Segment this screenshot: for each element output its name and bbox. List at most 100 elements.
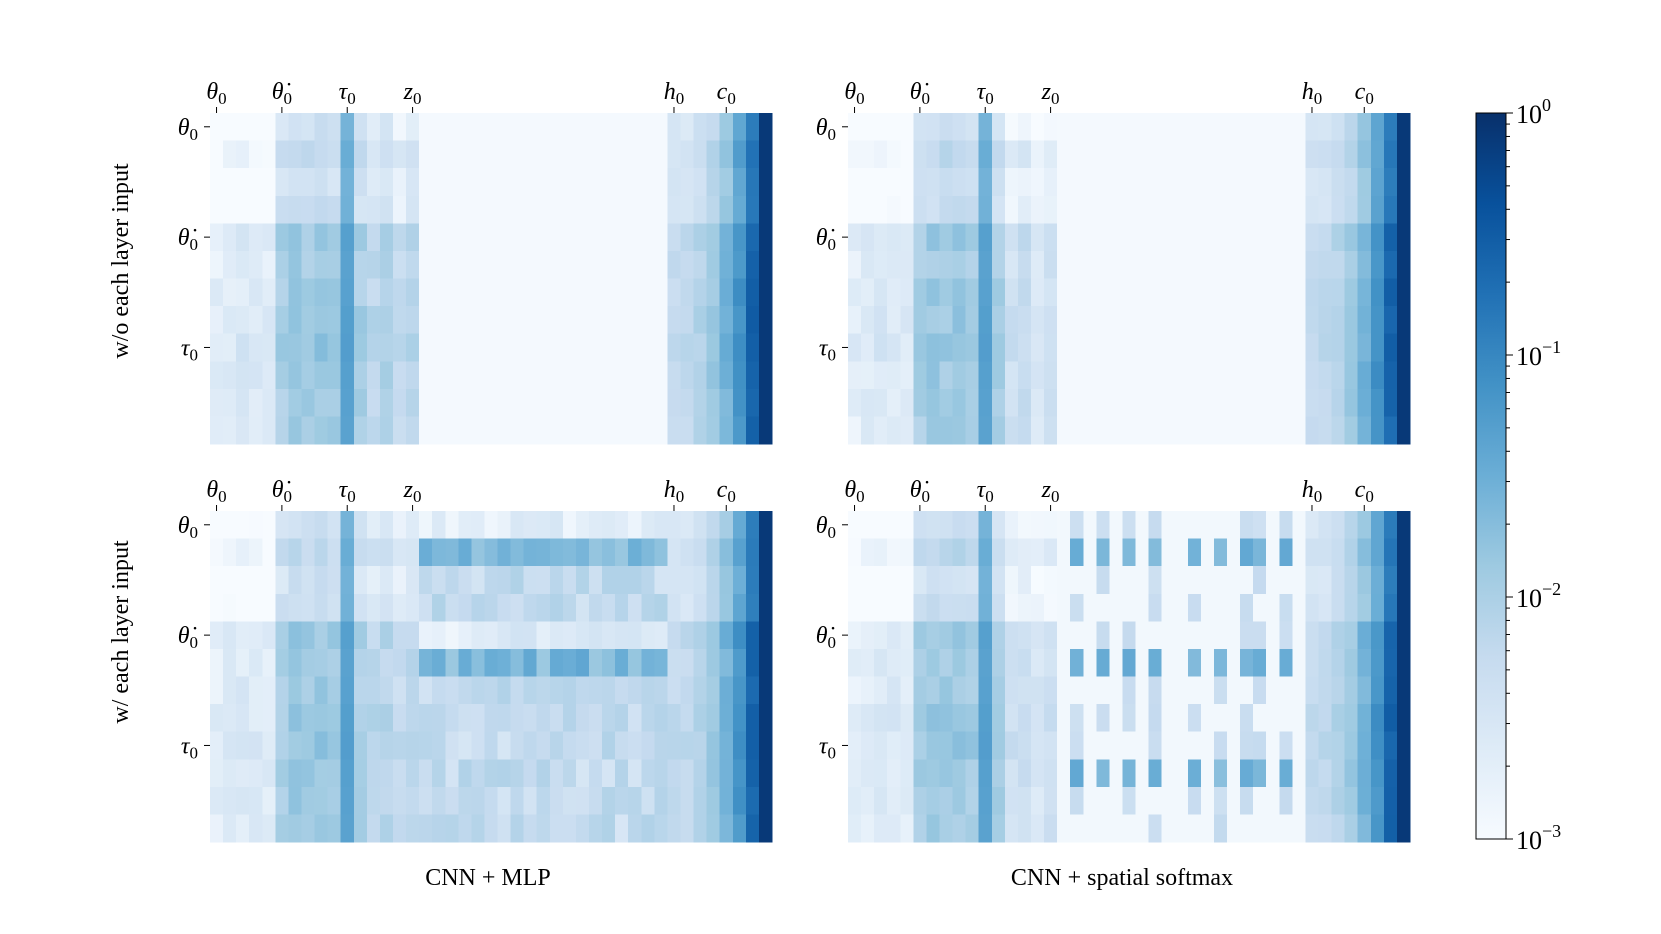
heatmap-cell xyxy=(510,593,525,622)
heatmap-cell xyxy=(1357,676,1372,705)
heatmap-cell xyxy=(262,250,276,280)
heatmap-cell xyxy=(680,621,695,650)
heatmap-cell xyxy=(536,278,551,307)
heatmap-cell xyxy=(706,306,721,335)
heatmap-cell xyxy=(732,416,747,445)
heatmap-cell xyxy=(1383,388,1398,418)
heatmap-cell xyxy=(926,388,941,418)
heatmap-cell xyxy=(693,786,708,816)
heatmap-cell xyxy=(458,388,472,418)
heatmap-cell xyxy=(1331,648,1346,678)
heatmap-cell xyxy=(1318,648,1333,678)
heatmap-cell xyxy=(939,250,954,280)
heatmap-cell xyxy=(223,361,237,390)
heatmap-cell xyxy=(887,388,901,418)
heatmap-cell xyxy=(236,140,250,169)
heatmap-cell xyxy=(1135,140,1150,169)
heatmap-cell xyxy=(1240,593,1254,622)
heatmap-cell xyxy=(900,250,914,280)
row-label: θ̇0 xyxy=(816,225,836,254)
heatmap-cell xyxy=(589,250,603,280)
heatmap-cell xyxy=(939,333,954,362)
heatmap-cell xyxy=(965,621,980,650)
heatmap-cell xyxy=(654,195,669,224)
heatmap-cell xyxy=(314,511,329,540)
heatmap-cell xyxy=(419,195,433,224)
heatmap-cell xyxy=(419,361,433,390)
heatmap-cell xyxy=(249,731,263,760)
heatmap-cell xyxy=(1161,511,1176,540)
heatmap-cell xyxy=(1253,416,1267,445)
heatmap-cell xyxy=(1057,786,1071,816)
heatmap-cell xyxy=(497,731,512,760)
heatmap-cell xyxy=(641,333,655,362)
heatmap-cell xyxy=(1017,223,1032,252)
heatmap-cell xyxy=(706,250,721,280)
heatmap-cell xyxy=(301,704,316,733)
heatmap-cell xyxy=(1383,361,1398,390)
heatmap-cell xyxy=(848,195,862,224)
heatmap-cell xyxy=(484,306,499,335)
heatmap-cell xyxy=(602,140,616,169)
heatmap-cell xyxy=(1200,676,1215,705)
heatmap-cell xyxy=(900,140,914,169)
heatmap-cell xyxy=(1213,223,1228,252)
heatmap-cell xyxy=(939,278,954,307)
heatmap-cell xyxy=(249,223,263,252)
heatmap-cell xyxy=(1213,333,1228,362)
heatmap-cell xyxy=(1253,566,1267,595)
heatmap-cell xyxy=(1135,566,1150,595)
heatmap-cell xyxy=(392,361,407,390)
heatmap-cell xyxy=(314,333,329,362)
heatmap-cell xyxy=(1030,306,1045,335)
heatmap-cell xyxy=(249,704,263,733)
heatmap-cell xyxy=(1331,333,1346,362)
heatmap-cell xyxy=(1357,511,1372,540)
heatmap-cell xyxy=(1122,621,1137,650)
heatmap-cell xyxy=(1318,195,1333,224)
heatmap-cell xyxy=(406,814,420,843)
heatmap-cell xyxy=(262,648,276,678)
heatmap-cell xyxy=(223,140,237,169)
heatmap-cell xyxy=(1357,223,1372,252)
heatmap-cell xyxy=(210,731,224,760)
heatmap-cell xyxy=(406,593,420,622)
heatmap-cell xyxy=(1357,566,1372,595)
heatmap-cell xyxy=(1122,593,1137,622)
heatmap-cell xyxy=(1148,511,1163,540)
heatmap-cell xyxy=(978,538,993,567)
heatmap-cell xyxy=(236,676,250,705)
heatmap-cell xyxy=(497,168,512,197)
heatmap-cell xyxy=(236,333,250,362)
heatmap-cell xyxy=(939,566,954,595)
heatmap-cell xyxy=(602,195,616,224)
heatmap-cell xyxy=(1174,388,1189,418)
heatmap-cell xyxy=(1148,676,1163,705)
heatmap-cell xyxy=(1383,538,1398,567)
heatmap-cell xyxy=(732,278,747,307)
heatmap-cell xyxy=(1305,621,1320,650)
heatmap-cell xyxy=(432,306,446,335)
heatmap-cell xyxy=(926,814,941,843)
heatmap-cell xyxy=(458,621,472,650)
heatmap-cell xyxy=(523,759,538,788)
heatmap-cell xyxy=(1174,195,1189,224)
heatmap-cell xyxy=(732,538,747,567)
heatmap-cell xyxy=(1240,306,1254,335)
heatmap-cell xyxy=(1305,814,1320,843)
heatmap-cell xyxy=(1200,306,1215,335)
heatmap-cell xyxy=(1292,278,1307,307)
heatmap-cell xyxy=(497,195,512,224)
heatmap-cell xyxy=(1357,759,1372,788)
heatmap-cell xyxy=(249,593,263,622)
heatmap-cell xyxy=(887,621,901,650)
heatmap-cell xyxy=(732,223,747,252)
heatmap-cell xyxy=(1017,566,1032,595)
heatmap-cell xyxy=(706,731,721,760)
heatmap-cell xyxy=(562,361,577,390)
heatmap-cell xyxy=(1161,416,1176,445)
heatmap-cell xyxy=(562,814,577,843)
heatmap-cell xyxy=(1279,250,1293,280)
heatmap-cell xyxy=(706,648,721,678)
heatmap-cell xyxy=(693,416,708,445)
